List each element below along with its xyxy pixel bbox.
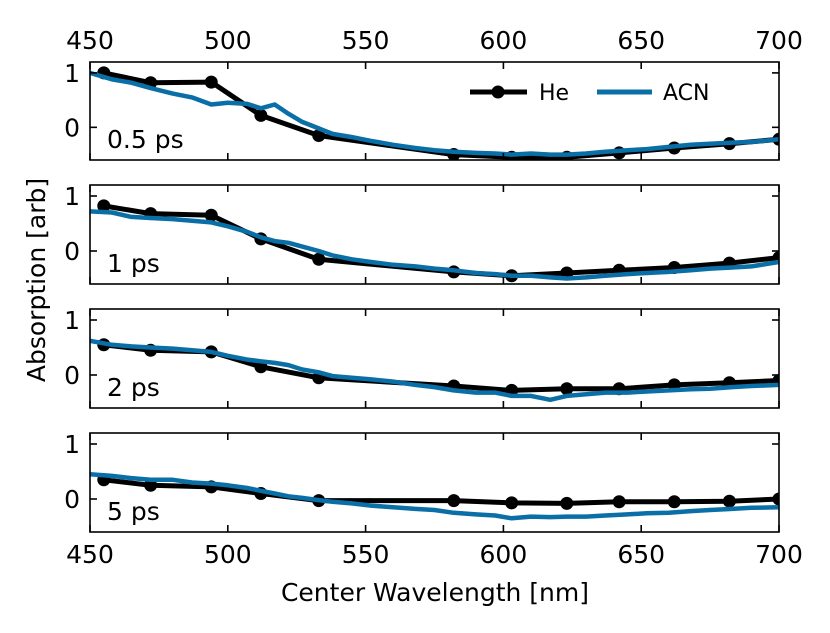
series-acn-group [90, 338, 779, 403]
y-tick-label: 1 [64, 306, 80, 335]
data-point-he [722, 494, 736, 508]
panel-2: 1 0 1 ps [64, 182, 780, 285]
y-tick-label: 1 [64, 182, 80, 211]
panels-group: 1 0 0.5 ps 1 0 1 ps 1 0 2 ps 1 0 5 ps [64, 59, 780, 533]
panel-frame [89, 61, 780, 161]
y-axis-label: Absorption [arb] [22, 178, 51, 382]
y-tick-label: 0 [64, 485, 80, 514]
panel-time-label: 0.5 ps [107, 125, 184, 154]
x-tick-label-top: 450 [66, 26, 114, 55]
data-point-he [447, 494, 461, 508]
panel-time-label: 1 ps [107, 249, 160, 278]
panel-frame [89, 308, 780, 409]
x-axis-label: Center Wavelength [nm] [281, 578, 589, 607]
data-point-he [505, 496, 519, 510]
series-acn-group [90, 209, 779, 281]
data-point-he [204, 208, 218, 222]
data-point-he [97, 199, 111, 213]
series-he-group [97, 473, 779, 510]
data-point-he [560, 496, 574, 510]
panel-time-label: 5 ps [107, 497, 160, 526]
panel-frame [89, 432, 780, 533]
series-acn-line [90, 70, 779, 157]
y-tick-label: 0 [64, 113, 80, 142]
panel-4: 1 0 5 ps [64, 430, 780, 533]
data-point-he [312, 129, 326, 142]
bottom-x-tick-labels: 450 500 550 600 650 700 [66, 540, 803, 569]
series-acn-group [90, 472, 779, 521]
data-point-he [612, 495, 626, 509]
series-acn-line [90, 338, 779, 403]
x-tick-label-top: 700 [755, 26, 803, 55]
x-tick-label-bottom: 700 [755, 540, 803, 569]
legend: He ACN [470, 81, 709, 106]
y-tick-label: 0 [64, 237, 80, 266]
panel-time-label: 2 ps [107, 373, 160, 402]
top-x-tick-labels: 450 500 550 600 650 700 [66, 26, 803, 55]
data-point-he [204, 75, 218, 89]
data-point-he [254, 108, 268, 122]
panel-3: 1 0 2 ps [64, 306, 780, 409]
legend-he-label: He [539, 81, 569, 106]
x-tick-label-top: 600 [480, 26, 528, 55]
x-tick-label-bottom: 650 [617, 540, 665, 569]
x-tick-label-bottom: 450 [66, 540, 114, 569]
y-tick-label: 1 [64, 59, 80, 88]
x-tick-label-bottom: 550 [342, 540, 390, 569]
data-point-he [312, 252, 326, 266]
y-tick-label: 0 [64, 361, 80, 390]
series-acn-line [90, 209, 779, 281]
legend-he-marker [491, 85, 505, 99]
series-acn-line [90, 472, 779, 521]
x-tick-label-top: 550 [342, 26, 390, 55]
series-he-line [101, 477, 779, 506]
series-acn-group [90, 70, 779, 157]
data-point-he [667, 495, 681, 509]
y-tick-label: 1 [64, 430, 80, 459]
x-tick-label-bottom: 600 [480, 540, 528, 569]
panel-frame [89, 184, 780, 285]
data-point-he [560, 382, 574, 396]
x-tick-label-top: 500 [204, 26, 252, 55]
x-tick-label-bottom: 500 [204, 540, 252, 569]
x-tick-label-top: 650 [617, 26, 665, 55]
panel-1: 1 0 0.5 ps [64, 59, 780, 161]
legend-acn-label: ACN [663, 81, 709, 106]
